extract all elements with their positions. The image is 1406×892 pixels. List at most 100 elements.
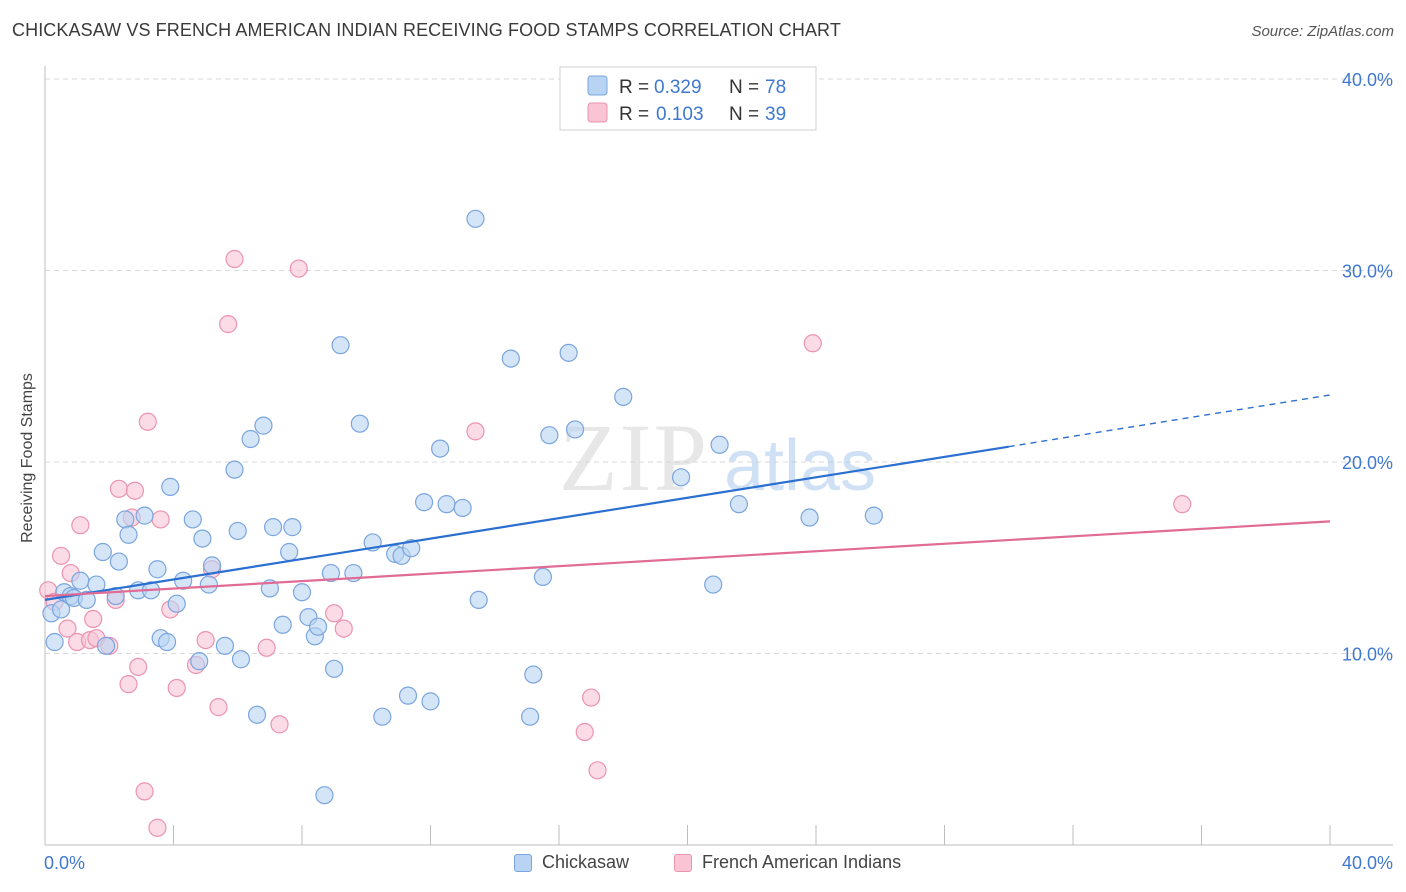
chickasaw-point-65: [520, 707, 540, 726]
french-point-2: [51, 546, 71, 565]
chickasaw-point-74: [710, 435, 729, 454]
chickasaw-point-56: [402, 539, 421, 558]
chickasaw-point-9: [93, 542, 112, 562]
source-note: Source: ZipAtlas.com: [1251, 23, 1394, 40]
chickasaw-point-70: [565, 420, 585, 439]
french-point-34: [466, 422, 485, 441]
chickasaw-point-27: [199, 575, 218, 594]
chickasaw-point-72: [671, 468, 691, 487]
legend-r-label-2: R =: [619, 104, 649, 125]
french-point-22: [167, 678, 186, 698]
chickasaw-point-55: [398, 686, 418, 705]
chickasaw-point-33: [241, 429, 260, 449]
legend-r-value-1: 0.329: [654, 77, 702, 98]
axes: [44, 66, 1393, 846]
legend-n-value-2: 39: [765, 104, 786, 125]
french-point-13: [119, 675, 138, 694]
chickasaw-point-73: [704, 575, 723, 594]
chickasaw-point-63: [469, 590, 488, 609]
chickasaw-point-16: [135, 506, 154, 525]
chickasaw-point-18: [148, 560, 167, 579]
chickasaw-point-37: [263, 518, 283, 537]
chickasaw-point-12: [109, 552, 128, 571]
french-point-31: [289, 259, 308, 278]
chickasaw-point-47: [325, 659, 344, 678]
legend-n-value-1: 78: [765, 77, 786, 98]
chickasaw-point-6: [71, 571, 90, 590]
bottom-legend-swatch-french: [674, 853, 692, 872]
chickasaw-point-25: [190, 652, 209, 671]
chickasaw-point-64: [501, 349, 520, 368]
french-point-24: [196, 630, 215, 650]
bottom-legend-swatch-chickasaw: [514, 853, 532, 872]
chickasaw-point-58: [421, 692, 440, 711]
y-tick-label-1: 20.0%: [1342, 453, 1393, 473]
french-point-38: [803, 334, 822, 353]
chickasaw-point-69: [559, 343, 578, 362]
y-tick-label-0: 10.0%: [1342, 645, 1393, 665]
french-point-6: [71, 516, 90, 535]
french-point-30: [270, 715, 289, 734]
chickasaw-point-41: [292, 583, 312, 602]
legend-n-label-1: N =: [729, 77, 759, 98]
chickasaw-point-62: [466, 209, 485, 228]
bottom-legend-label-chickasaw: Chickasaw: [542, 852, 630, 872]
chickasaw-point-26: [193, 529, 212, 548]
legend-r-label-1: R =: [619, 77, 649, 98]
x-tick-label-0: 0.0%: [44, 853, 85, 873]
trend-lines: [44, 394, 1331, 601]
chart-title: CHICKASAW VS FRENCH AMERICAN INDIAN RECE…: [12, 20, 841, 40]
chickasaw-point-77: [864, 506, 883, 525]
chickasaw-point-52: [373, 707, 392, 726]
chickasaw-point-38: [273, 615, 292, 634]
series-french-points: [39, 249, 1192, 837]
tick-labels: 10.0% 20.0% 30.0% 40.0% 0.0% 40.0%: [44, 70, 1393, 873]
french-point-39: [1173, 495, 1192, 514]
bottom-legend: Chickasaw French American Indians: [0, 852, 1406, 878]
chickasaw-point-20: [157, 632, 177, 652]
french-point-20: [151, 510, 170, 529]
bottom-legend-french: French American Indians: [674, 852, 901, 873]
chickasaw-point-68: [540, 426, 559, 445]
chickasaw-point-48: [331, 336, 350, 355]
french-point-15: [125, 481, 145, 500]
french-point-17: [135, 782, 154, 801]
french-point-16: [129, 657, 148, 677]
legend-swatch-french: [587, 102, 608, 123]
chickasaw-point-40: [283, 518, 302, 537]
bottom-legend-chickasaw: Chickasaw: [514, 852, 629, 873]
chickasaw-point-14: [119, 525, 138, 544]
chickasaw-point-67: [533, 567, 553, 587]
chickasaw-point-44: [308, 617, 328, 636]
chickasaw-point-13: [116, 510, 135, 529]
bottom-legend-label-french: French American Indians: [702, 852, 902, 872]
french-point-18: [138, 412, 157, 431]
chickasaw-point-22: [167, 594, 186, 613]
chickasaw-point-76: [800, 508, 819, 527]
chickasaw-point-32: [231, 650, 251, 669]
chickasaw-point-31: [228, 521, 247, 541]
chickasaw-point-75: [729, 495, 749, 514]
chickasaw-point-59: [431, 439, 450, 458]
french-point-12: [109, 479, 128, 498]
chickasaw-point-30: [225, 460, 244, 479]
trend-line-chickasaw: [44, 445, 1009, 601]
y-tick-label-2: 30.0%: [1342, 262, 1393, 282]
chickasaw-point-45: [315, 786, 334, 805]
chickasaw-point-29: [215, 636, 234, 655]
chickasaw-point-21: [161, 477, 180, 496]
chickasaw-point-66: [524, 665, 543, 684]
chickasaw-point-1: [45, 632, 64, 652]
french-point-33: [334, 619, 353, 638]
chickasaw-point-7: [77, 590, 96, 609]
chickasaw-point-39: [280, 542, 299, 562]
chickasaw-point-61: [453, 498, 472, 518]
french-point-35: [575, 722, 594, 742]
series-chickasaw-points: [42, 209, 883, 805]
french-point-32: [325, 604, 344, 623]
chickasaw-point-71: [614, 387, 633, 406]
legend-r-value-2: 0.103: [656, 104, 704, 125]
trend-line-french: [44, 520, 1331, 598]
chickasaw-point-46: [321, 563, 341, 583]
